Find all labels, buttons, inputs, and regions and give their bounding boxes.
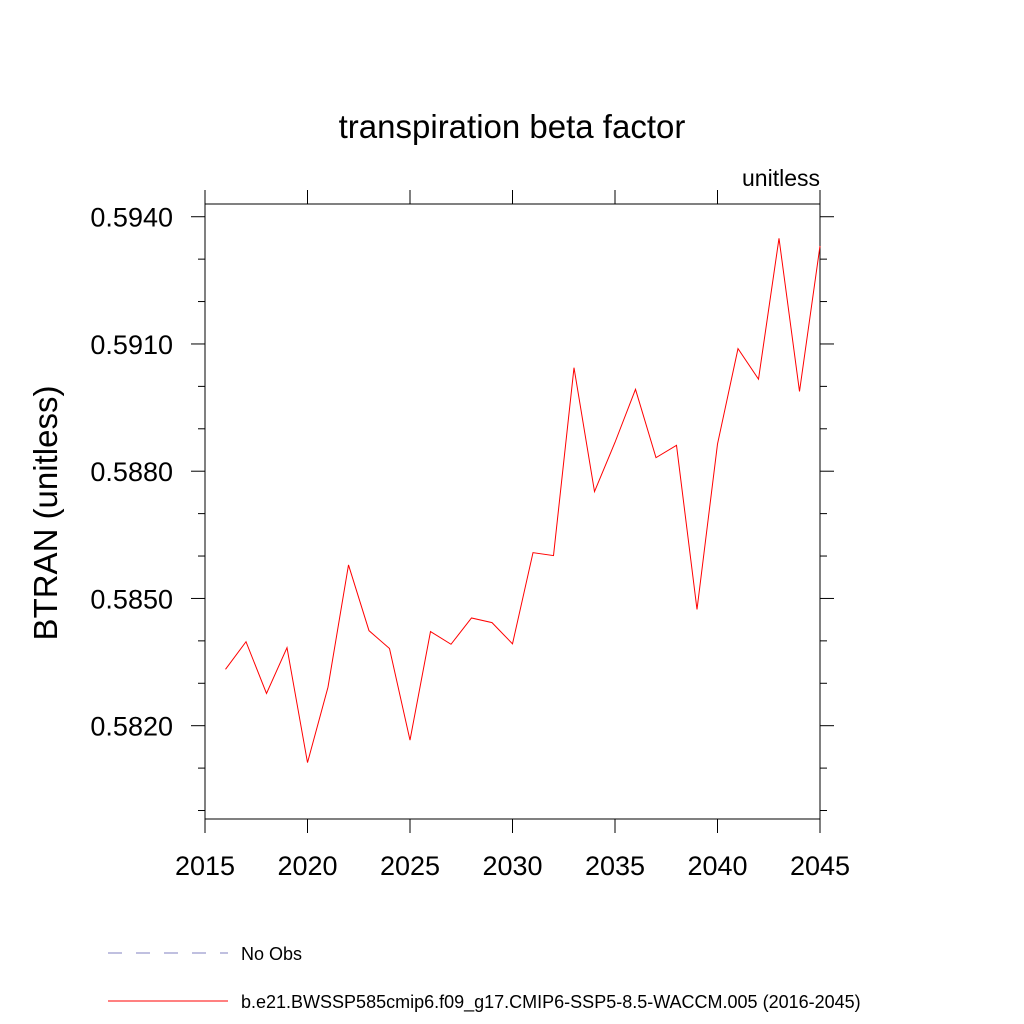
series-line [225, 238, 821, 763]
y-tick-label: 0.5940 [90, 203, 173, 233]
x-tick-label: 2035 [585, 851, 645, 881]
y-tick-label: 0.5820 [90, 712, 173, 742]
series-layer [225, 238, 821, 763]
x-tick-label: 2045 [790, 851, 850, 881]
y-tick-label: 0.5850 [90, 584, 173, 614]
y-axis-label: BTRAN (unitless) [27, 386, 64, 641]
legend: No Obs b.e21.BWSSP585cmip6.f09_g17.CMIP6-… [108, 944, 861, 1013]
y-tick-label: 0.5910 [90, 330, 173, 360]
x-tick-label: 2025 [380, 851, 440, 881]
legend-label: b.e21.BWSSP585cmip6.f09_g17.CMIP6-SSP5-8… [241, 992, 861, 1013]
y-tick-label: 0.5880 [90, 457, 173, 487]
x-tick-label: 2040 [687, 851, 747, 881]
units-label: unitless [742, 165, 820, 191]
axes: 2015 2020 2025 2030 2035 2040 2045 0.5820 0.5850… [90, 190, 850, 881]
chart-title: transpiration beta factor [339, 108, 686, 145]
x-tick-label: 2015 [175, 851, 235, 881]
x-tick-label: 2020 [277, 851, 337, 881]
legend-label: No Obs [241, 944, 302, 964]
plot-frame [204, 203, 821, 820]
x-tick-label: 2030 [482, 851, 542, 881]
